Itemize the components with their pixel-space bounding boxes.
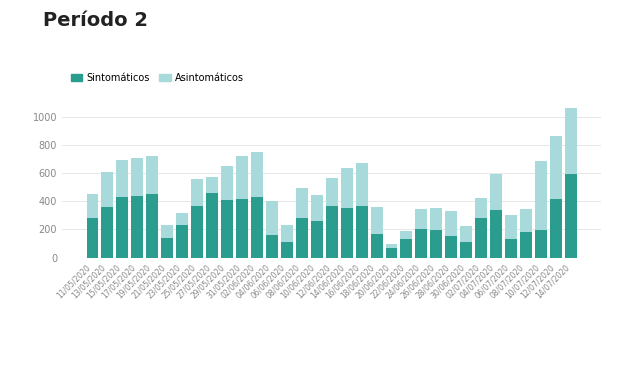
- Bar: [460, 226, 472, 242]
- Bar: [206, 193, 218, 258]
- Bar: [415, 230, 427, 258]
- Text: Período 2: Período 2: [43, 11, 148, 30]
- Bar: [191, 206, 203, 258]
- Bar: [146, 194, 158, 258]
- Bar: [565, 108, 577, 174]
- Bar: [430, 230, 442, 258]
- Bar: [146, 156, 158, 194]
- Bar: [326, 206, 338, 258]
- Bar: [550, 199, 562, 258]
- Bar: [430, 208, 442, 230]
- Bar: [311, 221, 323, 258]
- Bar: [356, 163, 368, 206]
- Bar: [520, 231, 532, 258]
- Bar: [505, 215, 517, 239]
- Bar: [340, 208, 353, 258]
- Bar: [535, 230, 547, 258]
- Bar: [565, 174, 577, 258]
- Bar: [87, 194, 99, 218]
- Bar: [326, 178, 338, 206]
- Bar: [371, 207, 383, 234]
- Bar: [550, 136, 562, 199]
- Bar: [505, 239, 517, 258]
- Bar: [236, 199, 248, 258]
- Bar: [340, 168, 353, 208]
- Bar: [371, 234, 383, 258]
- Bar: [460, 242, 472, 258]
- Bar: [251, 152, 263, 197]
- Bar: [401, 231, 412, 239]
- Bar: [535, 161, 547, 230]
- Bar: [161, 238, 173, 258]
- Bar: [221, 200, 233, 258]
- Bar: [296, 218, 308, 258]
- Bar: [475, 218, 487, 258]
- Bar: [87, 218, 99, 258]
- Bar: [131, 158, 143, 196]
- Bar: [445, 236, 458, 258]
- Bar: [117, 160, 128, 197]
- Bar: [520, 209, 532, 231]
- Bar: [281, 242, 293, 258]
- Bar: [221, 166, 233, 200]
- Bar: [102, 172, 113, 207]
- Bar: [206, 177, 218, 193]
- Bar: [311, 195, 323, 221]
- Bar: [356, 206, 368, 258]
- Bar: [176, 225, 188, 258]
- Bar: [176, 213, 188, 225]
- Bar: [490, 210, 502, 258]
- Bar: [251, 197, 263, 258]
- Bar: [266, 201, 278, 235]
- Bar: [490, 174, 502, 210]
- Bar: [401, 239, 412, 258]
- Bar: [386, 244, 397, 248]
- Bar: [296, 188, 308, 218]
- Bar: [475, 198, 487, 218]
- Bar: [445, 211, 458, 236]
- Bar: [117, 197, 128, 258]
- Bar: [281, 225, 293, 242]
- Bar: [161, 225, 173, 238]
- Bar: [191, 179, 203, 206]
- Bar: [415, 209, 427, 230]
- Bar: [386, 248, 397, 258]
- Bar: [266, 235, 278, 258]
- Bar: [102, 207, 113, 258]
- Bar: [236, 156, 248, 199]
- Legend: Sintomáticos, Asintomáticos: Sintomáticos, Asintomáticos: [67, 69, 248, 87]
- Bar: [131, 196, 143, 258]
